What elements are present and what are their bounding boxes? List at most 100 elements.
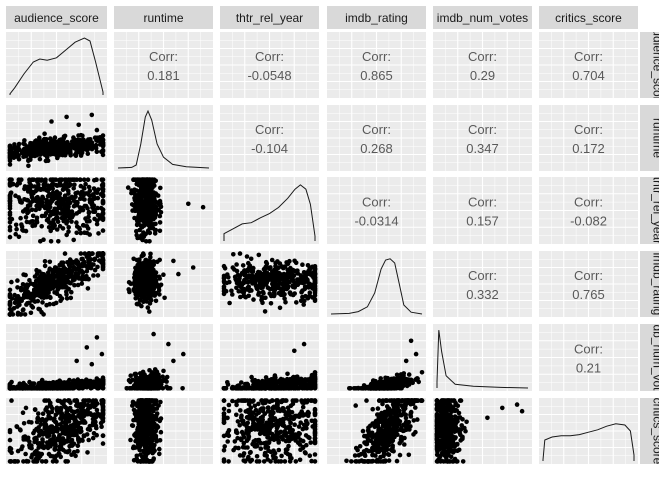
corr-title: Corr: — [362, 195, 391, 210]
scatter-point — [77, 226, 82, 232]
column-strip-bg — [433, 6, 532, 29]
scatter-point — [275, 285, 280, 290]
scatter-point — [75, 443, 81, 449]
scatter-point — [130, 423, 136, 429]
scatter-point — [34, 426, 39, 432]
scatter-point — [50, 385, 56, 391]
scatter-point — [86, 192, 91, 197]
scatter-point — [86, 378, 92, 384]
scatter-point — [135, 235, 140, 241]
scatter-point — [58, 422, 63, 427]
scatter-point — [60, 274, 66, 280]
scatter-point — [126, 378, 132, 383]
scatter-point — [85, 286, 91, 291]
scatter-point — [62, 439, 68, 445]
scatter-point — [56, 451, 61, 456]
scatter-point — [28, 182, 34, 188]
scatter-point — [250, 269, 256, 274]
scatter-point — [277, 305, 283, 311]
scatter-point — [66, 262, 72, 268]
scatter-point — [157, 228, 163, 234]
scatter-point — [23, 215, 29, 220]
scatter-point — [131, 256, 136, 262]
scatter-point — [89, 112, 95, 118]
scatter-point — [64, 410, 69, 416]
scatter-point — [55, 398, 61, 404]
scatter-point — [19, 177, 24, 182]
scatter-point — [22, 142, 27, 147]
scatter-point — [44, 145, 50, 150]
scatter-point — [12, 300, 18, 306]
scatter-point — [41, 272, 47, 277]
corr-value: 0.347 — [466, 141, 499, 156]
scatter-point — [158, 399, 163, 405]
panel-r1-c3 — [327, 105, 426, 171]
scatter-point — [267, 291, 273, 296]
scatter-point — [51, 177, 57, 182]
scatter-point — [152, 215, 158, 220]
scatter-point — [153, 204, 158, 209]
column-strip-label: imdb_rating — [345, 11, 408, 25]
scatter-point — [12, 142, 17, 147]
scatter-point — [75, 282, 81, 288]
scatter-point — [25, 289, 31, 294]
scatter-point — [138, 412, 144, 418]
scatter-point — [63, 386, 68, 391]
scatter-point — [287, 290, 293, 296]
scatter-point — [22, 138, 27, 143]
scatter-point — [90, 400, 96, 405]
scatter-point — [33, 456, 39, 462]
scatter-point — [156, 375, 162, 380]
scatter-point — [8, 446, 14, 452]
scatter-point — [96, 231, 101, 236]
scatter-point — [92, 267, 98, 273]
scatter-point — [100, 251, 106, 256]
corr-r0-c4: Corr: 0.29 — [468, 49, 497, 83]
panel-r3-c4 — [433, 251, 532, 317]
scatter-point — [93, 189, 98, 194]
scatter-point — [26, 163, 31, 169]
scatter-point — [256, 252, 262, 258]
scatter-point — [261, 266, 267, 272]
scatter-point — [66, 225, 71, 230]
scatter-point — [46, 451, 52, 457]
scatter-point — [148, 254, 153, 260]
scatter-point — [7, 428, 13, 433]
corr-title: Corr: — [574, 342, 603, 357]
scatter-point — [269, 257, 275, 263]
scatter-point — [75, 274, 81, 280]
scatter-point — [21, 272, 26, 277]
scatter-point — [18, 287, 24, 293]
scatter-point — [94, 221, 100, 227]
scatter-point — [148, 404, 154, 409]
scatter-point — [137, 447, 142, 453]
scatter-point — [84, 219, 90, 224]
scatter-point — [7, 197, 13, 203]
corr-title: Corr: — [468, 268, 497, 283]
scatter-point — [37, 156, 43, 162]
scatter-point — [124, 386, 130, 391]
scatter-point — [234, 262, 239, 267]
corr-r0-c2: Corr: -0.0548 — [247, 49, 291, 83]
scatter-point — [39, 224, 44, 229]
scatter-point — [7, 154, 13, 160]
scatter-point — [56, 178, 62, 183]
scatter-point — [44, 197, 49, 203]
scatter-point — [63, 180, 69, 186]
scatter-point — [43, 426, 49, 432]
scatter-point — [40, 445, 46, 450]
scatter-point — [78, 177, 83, 182]
corr-value: -0.0548 — [247, 68, 291, 83]
scatter-point — [83, 409, 88, 414]
scatter-point — [66, 188, 71, 194]
scatter-point — [91, 273, 96, 278]
scatter-point — [27, 292, 33, 298]
scatter-point — [302, 273, 308, 278]
scatter-point — [9, 279, 14, 285]
scatter-point — [100, 381, 106, 386]
scatter-point — [73, 417, 78, 422]
scatter-point — [161, 368, 166, 374]
row-strip-label: imdb_num_votes — [651, 312, 665, 403]
scatter-point — [32, 288, 37, 294]
